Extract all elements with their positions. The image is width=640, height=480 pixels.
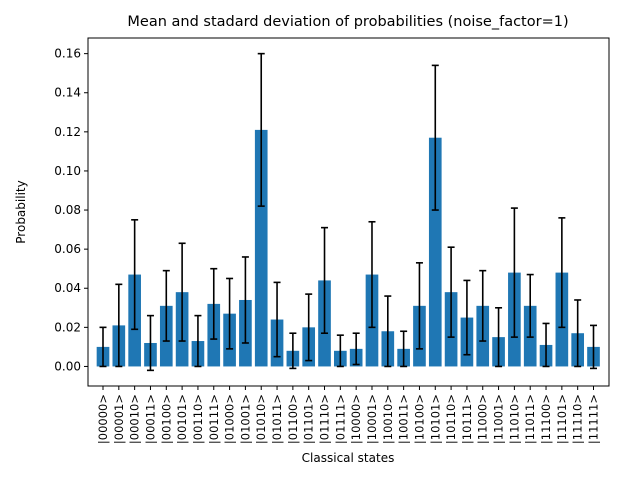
y-tick-label: 0.08 <box>54 203 81 217</box>
y-axis-label: Probability <box>14 180 28 243</box>
error-bar <box>162 269 170 342</box>
error-bars-group <box>99 52 597 372</box>
x-tick-label: |00111> <box>207 394 221 444</box>
error-bar <box>115 283 123 368</box>
y-tick-label: 0.06 <box>54 242 81 256</box>
error-bar <box>99 326 107 368</box>
y-tick-label: 0.14 <box>54 86 81 100</box>
error-bar <box>431 64 439 211</box>
error-bar <box>178 242 186 342</box>
x-tick-label: |10010> <box>381 394 395 444</box>
error-bar <box>226 277 234 350</box>
x-tick-label: |11000> <box>476 394 490 444</box>
x-tick-label: |11010> <box>507 394 521 444</box>
error-bar <box>305 293 313 362</box>
error-bar <box>352 332 360 366</box>
error-bar <box>542 322 550 368</box>
x-tick-label: |10100> <box>412 394 426 444</box>
x-tick-label: |01100> <box>286 394 300 444</box>
x-tick-label: |10111> <box>460 394 474 444</box>
y-tick-label: 0.10 <box>54 164 81 178</box>
x-tick-label: |11001> <box>492 394 506 444</box>
error-bar <box>590 324 597 370</box>
y-tick-label: 0.00 <box>54 359 81 373</box>
bar <box>428 137 442 367</box>
error-bar <box>447 246 455 338</box>
error-bar <box>131 219 139 331</box>
error-bar <box>241 256 249 344</box>
bars-group <box>96 129 600 367</box>
x-tick-label: |00011> <box>143 394 157 444</box>
bar <box>254 129 268 367</box>
error-bar <box>257 52 265 207</box>
x-tick-label: |11101> <box>555 394 569 444</box>
error-bar <box>273 281 281 358</box>
x-tick-label: |00010> <box>128 394 142 444</box>
error-bar <box>336 334 344 368</box>
x-tick-label: |00100> <box>159 394 173 444</box>
error-bar <box>510 207 518 338</box>
error-bar <box>415 262 423 350</box>
error-bar <box>495 306 503 368</box>
error-bar <box>400 330 408 368</box>
error-bar <box>321 226 329 335</box>
x-tick-label: |01101> <box>302 394 316 444</box>
x-tick-label: |10011> <box>397 394 411 444</box>
x-tick-label: |01011> <box>270 394 284 444</box>
plot-frame <box>87 37 610 387</box>
x-tick-label: |01111> <box>333 394 347 444</box>
error-bar <box>558 217 566 329</box>
y-tick-label: 0.04 <box>54 281 81 295</box>
x-axis: |00000> |00001> |00010> |00011> |00100> |0010… <box>96 386 601 444</box>
x-tick-label: |11110> <box>571 394 585 444</box>
error-bar <box>526 273 534 338</box>
error-bar <box>479 269 487 342</box>
x-tick-label: |10000> <box>349 394 363 444</box>
x-tick-label: |11111> <box>587 394 601 444</box>
x-tick-label: |10101> <box>428 394 442 444</box>
x-tick-label: |11100> <box>539 394 553 444</box>
x-tick-label: |01010> <box>254 394 268 444</box>
x-axis-label: Classical states <box>302 451 395 465</box>
chart-title: Mean and stadard deviation of probabilit… <box>127 14 568 30</box>
x-tick-label: |10001> <box>365 394 379 444</box>
y-tick-label: 0.12 <box>54 125 81 139</box>
x-tick-label: |00000> <box>96 394 110 444</box>
error-bar <box>146 314 154 372</box>
error-bar <box>210 267 218 340</box>
error-bar <box>289 332 297 370</box>
error-bar <box>384 295 392 368</box>
x-tick-label: |00110> <box>191 394 205 444</box>
x-tick-label: |01001> <box>238 394 252 444</box>
x-tick-label: |01110> <box>318 394 332 444</box>
error-bar <box>463 279 471 356</box>
x-tick-label: |00101> <box>175 394 189 444</box>
x-tick-label: |11011> <box>523 394 537 444</box>
error-bar <box>368 220 376 329</box>
x-tick-label: |00001> <box>112 394 126 444</box>
x-tick-label: |01000> <box>223 394 237 444</box>
y-tick-label: 0.02 <box>54 320 81 334</box>
y-axis: 0.00 0.02 0.04 0.06 0.08 0.10 0.12 0.14 0.16 <box>54 47 88 373</box>
y-tick-label: 0.16 <box>54 47 81 61</box>
error-bar <box>194 314 202 368</box>
error-bar <box>574 299 582 368</box>
x-tick-label: |10110> <box>444 394 458 444</box>
